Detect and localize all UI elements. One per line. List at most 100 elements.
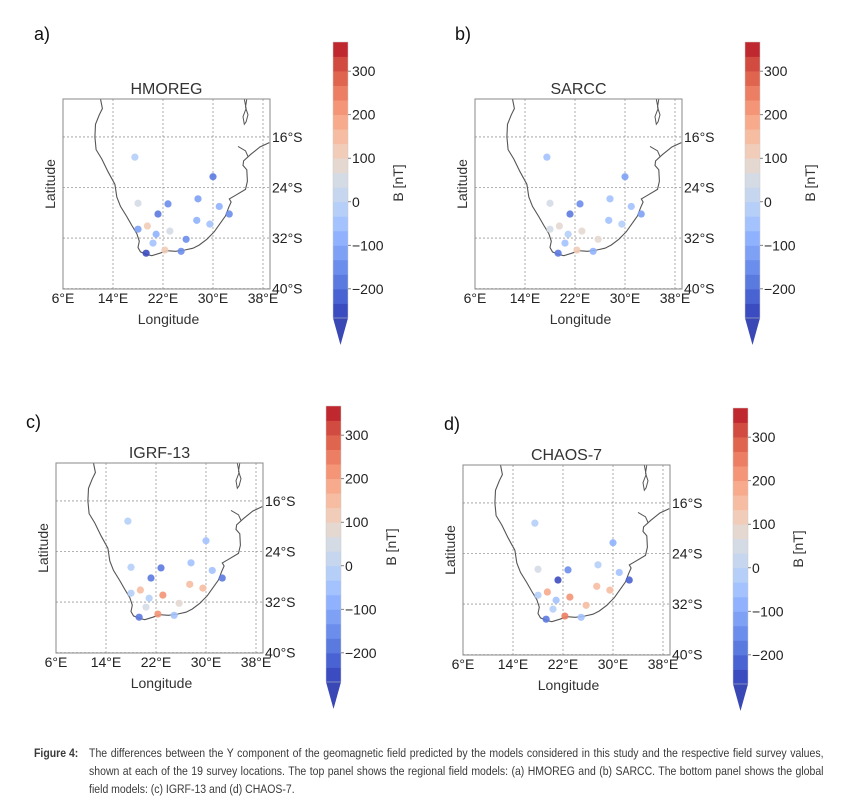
colorbar-tick-label: −100 <box>764 237 796 253</box>
colorbar-tick-label: 100 <box>764 150 788 166</box>
colorbar-bin <box>333 114 348 130</box>
colorbar-frame <box>332 41 349 319</box>
station-point <box>549 605 557 613</box>
colorbar-tick-label: −200 <box>345 645 377 661</box>
coastline <box>94 99 270 257</box>
station-point <box>154 610 162 618</box>
panel-title: CHAOS-7 <box>531 447 602 464</box>
x-tick-label: 14°E <box>91 654 122 670</box>
station-point <box>606 195 614 203</box>
station-point <box>157 564 165 572</box>
station-point <box>546 225 554 233</box>
map-area <box>56 463 263 653</box>
colorbar-bin <box>333 187 348 203</box>
coastline <box>494 465 670 623</box>
colorbar-bin <box>326 565 341 581</box>
panel-hmoreg: a) HMOREG 6°E 14°E 22°E 30°E 38°E 16°S 24°S 32°S 4… <box>34 24 406 345</box>
y-axis-label: Latitude <box>454 159 470 209</box>
y-tick-label: 16°S <box>672 495 703 511</box>
colorbar-tick-label: 300 <box>764 63 788 79</box>
colorbar-frame <box>325 405 342 683</box>
station-point <box>615 568 623 577</box>
colorbar-bin <box>733 553 748 569</box>
station-point <box>605 216 613 224</box>
colorbar-extend-arrow <box>326 682 341 709</box>
panel-title: IGRF-13 <box>129 445 190 462</box>
x-axis-label: Longitude <box>550 311 612 327</box>
colorbar-tick-label: 0 <box>345 558 353 574</box>
colorbar-bin <box>733 640 748 656</box>
station-point <box>564 566 572 574</box>
colorbar-extend-arrow <box>733 684 748 711</box>
station-point <box>637 210 645 218</box>
colorbar-tick-label: 300 <box>352 63 376 79</box>
colorbar-bin <box>745 201 760 217</box>
x-tick-label: 22°E <box>141 654 172 670</box>
y-axis-label: Latitude <box>42 159 58 209</box>
panel-label: d) <box>444 414 460 434</box>
colorbar-bin <box>326 609 341 625</box>
colorbar-bin <box>326 493 341 509</box>
station-point <box>175 599 183 607</box>
colorbar: −200 −100 0 100 200 300 B [nT] <box>744 41 818 345</box>
panel-sarcc: b) SARCC 6°E 14°E 22°E 30°E 38°E 16°S 24°S 32°S 40… <box>454 24 818 345</box>
colorbar-extend-arrow <box>745 318 760 345</box>
colorbar-bin <box>745 245 760 261</box>
colorbar-tick-label: −100 <box>352 237 384 253</box>
colorbar-bin <box>333 158 348 174</box>
colorbar-tick-label: −100 <box>345 601 377 617</box>
colorbar-bin <box>733 538 748 554</box>
colorbar-tick-label: 100 <box>345 514 369 530</box>
station-point <box>552 596 560 604</box>
colorbar-bin <box>333 172 348 188</box>
x-tick-label: 14°E <box>98 290 129 306</box>
colorbar-bin <box>333 56 348 72</box>
y-axis-label: Latitude <box>442 525 458 575</box>
colorbar-tick-label: 0 <box>764 194 772 210</box>
figure-caption: Figure 4: The differences between the Y … <box>34 744 823 798</box>
station-point <box>164 200 172 208</box>
station-point <box>142 603 150 611</box>
colorbar-bin <box>745 288 760 304</box>
panel-title: HMOREG <box>131 81 203 98</box>
x-tick-label: 6°E <box>52 290 75 306</box>
station-point <box>589 247 597 255</box>
colorbar-bin <box>326 478 341 494</box>
colorbar-bin <box>745 42 760 57</box>
station-point <box>182 235 190 243</box>
map-frame <box>62 98 271 290</box>
station-point <box>618 220 626 228</box>
station-point <box>606 586 614 594</box>
x-tick-label: 30°E <box>198 290 229 306</box>
colorbar-bin <box>745 187 760 203</box>
colorbar-bin <box>333 42 348 57</box>
station-point <box>209 173 217 181</box>
colorbar-frame <box>732 407 749 685</box>
station-point <box>578 227 586 235</box>
colorbar-bin <box>733 611 748 627</box>
station-point <box>627 202 635 211</box>
colorbar-label: B [nT] <box>390 164 406 201</box>
station-point <box>159 591 167 599</box>
colorbar-bin <box>326 464 341 480</box>
colorbar-bin <box>326 449 341 465</box>
colorbar-bin <box>733 654 748 670</box>
lake-malawi <box>642 465 649 492</box>
x-axis-label: Longitude <box>131 675 193 691</box>
coast-segment <box>649 145 661 157</box>
panel-chaos-7: d) CHAOS-7 6°E 14°E 22°E 30°E 38°E 16°S 24°S 32°S… <box>442 407 806 711</box>
station-point <box>149 239 157 247</box>
colorbar-tick-label: −200 <box>352 281 384 297</box>
station-point <box>202 537 210 545</box>
station-point <box>573 246 581 254</box>
colorbar-tick-label: 100 <box>752 516 776 532</box>
colorbar-bin <box>333 129 348 145</box>
colorbar-tick-label: −100 <box>752 603 784 619</box>
colorbar-label: B [nT] <box>383 528 399 565</box>
x-tick-label: 14°E <box>498 656 529 672</box>
station-point <box>577 613 585 621</box>
station-point <box>187 559 195 567</box>
colorbar-bin <box>745 172 760 188</box>
station-point <box>554 576 562 584</box>
station-point <box>154 210 162 218</box>
